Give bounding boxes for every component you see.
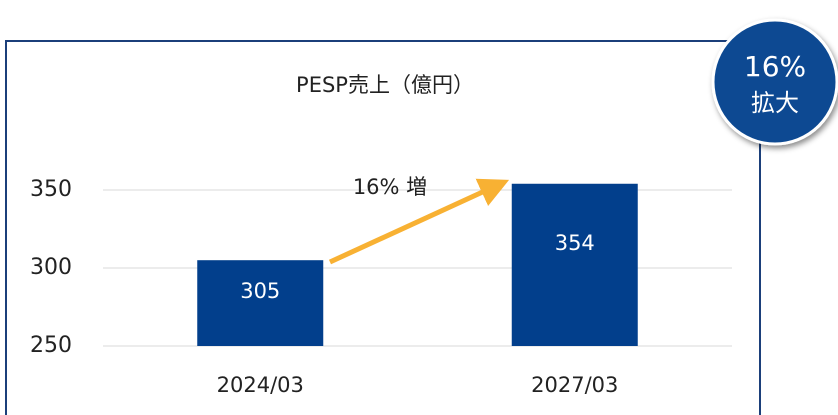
x-tick-label: 2024/03	[217, 373, 304, 397]
value-label: 354	[555, 231, 595, 255]
y-tick-label: 350	[30, 177, 72, 202]
value-label: 305	[240, 279, 280, 303]
x-tick-label: 2027/03	[531, 373, 618, 397]
badge-label: 拡大	[751, 89, 799, 117]
chart-frame	[5, 40, 761, 415]
bar	[197, 260, 324, 346]
bar	[511, 183, 638, 346]
badge	[711, 18, 838, 146]
y-tick-label: 250	[30, 333, 72, 358]
badge-value: 16%	[744, 50, 806, 83]
chart-title: PESP売上（億円）	[296, 73, 474, 97]
annotation: 16% 増	[353, 175, 427, 199]
growth-arrow	[328, 178, 510, 265]
y-tick-label: 300	[30, 255, 72, 280]
